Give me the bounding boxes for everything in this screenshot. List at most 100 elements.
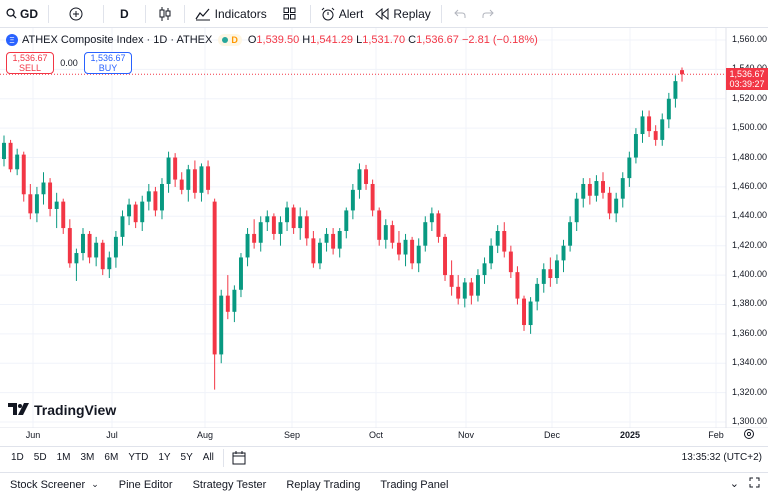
- time-tick-label: Nov: [457, 430, 475, 440]
- candles-group: [2, 67, 684, 390]
- price-tick-label: 1,480.00: [732, 151, 768, 162]
- symbol-search[interactable]: GD: [0, 0, 44, 28]
- candle: [449, 260, 454, 296]
- candle: [212, 198, 217, 390]
- candle: [344, 207, 349, 239]
- candle-body: [522, 298, 526, 326]
- candle: [607, 186, 612, 220]
- range-button-3m[interactable]: 3M: [80, 452, 95, 463]
- candle: [396, 231, 401, 261]
- tab-stock-screener[interactable]: Stock Screener ⌄: [0, 479, 109, 491]
- tradingview-watermark[interactable]: TradingView: [8, 402, 116, 418]
- time-tick-label: 2025: [619, 430, 641, 440]
- candle: [640, 110, 645, 143]
- ohlc-values: O1,539.50 H1,541.29 L1,531.70 C1,536.67 …: [248, 34, 538, 46]
- range-button-1d[interactable]: 1D: [11, 452, 24, 463]
- grid-layout-icon: [283, 7, 296, 20]
- candle: [21, 151, 26, 202]
- axis-settings-button[interactable]: [743, 428, 755, 440]
- market-status-badge[interactable]: D: [218, 34, 242, 46]
- candle-body: [581, 183, 586, 199]
- replay-button[interactable]: Replay: [369, 0, 436, 28]
- candle-body: [140, 201, 145, 223]
- candle: [660, 113, 665, 146]
- candle-body: [620, 178, 625, 199]
- range-button-all[interactable]: All: [202, 452, 214, 463]
- candle-body: [429, 213, 434, 223]
- candle-body: [291, 207, 296, 229]
- trade-panel: 1,536.67 SELL 0.00 1,536.67 BUY: [6, 52, 132, 74]
- interval-button[interactable]: D: [108, 0, 141, 28]
- candle: [620, 172, 625, 208]
- range-button-5y[interactable]: 5Y: [180, 452, 193, 463]
- candle-body: [673, 81, 678, 99]
- range-button-6m[interactable]: 6M: [104, 452, 119, 463]
- candle-body: [502, 231, 507, 252]
- candle: [225, 275, 230, 320]
- countdown-value: 03:39:27: [729, 79, 765, 90]
- candle-body: [317, 242, 322, 264]
- tab-trading-panel[interactable]: Trading Panel: [370, 479, 458, 491]
- price-tick-label: 1,420.00: [732, 239, 768, 250]
- tab-label: Replay Trading: [286, 478, 361, 491]
- layout-button[interactable]: [273, 0, 306, 28]
- range-button-1m[interactable]: 1M: [56, 452, 71, 463]
- candle-body: [54, 201, 59, 209]
- candle-body: [285, 207, 290, 223]
- calendar-range-icon[interactable]: [232, 450, 246, 465]
- candle: [15, 148, 20, 176]
- candle: [28, 183, 33, 220]
- tab-strategy-tester[interactable]: Strategy Tester: [183, 479, 277, 491]
- candle: [252, 219, 257, 249]
- legend-title[interactable]: ATHEX Composite Index · 1D · ATHEX: [22, 34, 213, 46]
- candle-body: [456, 286, 461, 299]
- candle: [146, 183, 151, 211]
- candle: [186, 164, 191, 202]
- candle-body: [212, 201, 217, 355]
- candle-body: [647, 116, 652, 132]
- alarm-clock-icon: [321, 7, 335, 21]
- candle-body: [153, 191, 158, 211]
- undo-button[interactable]: [446, 0, 474, 28]
- candle: [337, 228, 342, 258]
- candle-body: [113, 236, 118, 258]
- time-axis[interactable]: Jun Jul Aug Sep Oct Nov Dec 2025 Feb: [0, 428, 726, 442]
- candle: [614, 192, 619, 223]
- candle-body: [311, 238, 316, 264]
- candle-body: [423, 222, 428, 246]
- candle-body: [443, 236, 448, 276]
- candle-body: [271, 216, 276, 234]
- candle-body: [120, 216, 125, 237]
- candle: [482, 257, 487, 284]
- chevron-down-icon[interactable]: ⌄: [729, 478, 739, 490]
- sell-button[interactable]: 1,536.67 SELL: [6, 52, 54, 74]
- tab-replay-trading[interactable]: Replay Trading: [276, 479, 370, 491]
- candle-body: [482, 263, 487, 276]
- range-button-5d[interactable]: 5D: [33, 452, 47, 463]
- candle: [324, 228, 329, 252]
- range-button-ytd[interactable]: YTD: [128, 452, 149, 463]
- price-tick-label: 1,340.00: [732, 357, 768, 368]
- range-button-1y[interactable]: 1Y: [158, 452, 171, 463]
- maximize-icon[interactable]: [749, 477, 760, 491]
- candle: [568, 216, 573, 252]
- compare-button[interactable]: [53, 0, 99, 28]
- indicators-button[interactable]: Indicators: [189, 0, 273, 28]
- chart-type-button[interactable]: [150, 0, 180, 28]
- clock[interactable]: 13:35:32 (UTC+2): [681, 452, 762, 463]
- candle-body: [206, 166, 211, 190]
- buy-button[interactable]: 1,536.67 BUY: [84, 52, 132, 74]
- buy-label: BUY: [98, 63, 118, 73]
- candle: [48, 178, 53, 217]
- candle: [528, 297, 533, 334]
- tab-pine-editor[interactable]: Pine Editor: [109, 479, 183, 491]
- spread-value: 0.00: [60, 58, 78, 68]
- candle: [403, 233, 408, 267]
- alert-button[interactable]: Alert: [315, 0, 370, 28]
- plus-circle-icon: [69, 7, 83, 21]
- candle: [271, 213, 276, 240]
- price-chart[interactable]: [0, 28, 768, 428]
- candle-body: [34, 194, 39, 214]
- redo-button[interactable]: [474, 0, 502, 28]
- price-tick-label: 1,560.00: [732, 34, 768, 44]
